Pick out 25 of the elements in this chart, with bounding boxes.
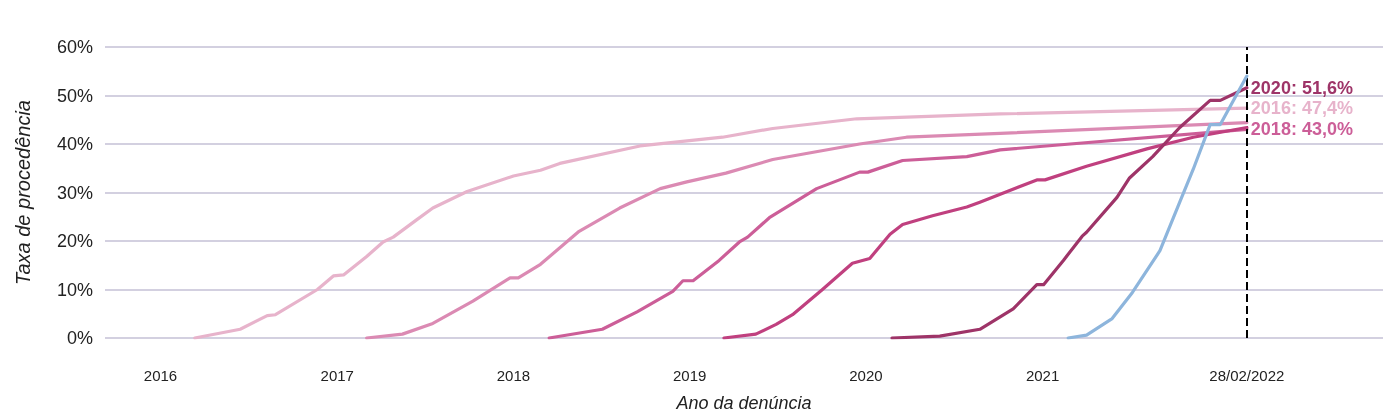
x-tick-label: 28/02/2022: [1209, 367, 1285, 384]
data-label: 2020: 51,6%: [1250, 77, 1353, 98]
x-axis-title: Ano da denúncia: [675, 393, 812, 413]
y-tick-label: 10%: [56, 279, 93, 300]
x-tick-label: 2021: [1025, 367, 1060, 384]
line-series: [365, 121, 1249, 340]
x-tick-label: 2020: [849, 367, 883, 384]
y-tick-label: 40%: [56, 134, 93, 154]
line-series: [722, 125, 1249, 340]
line-series: [193, 106, 1249, 340]
x-tick-label: 2019: [673, 367, 707, 384]
line-series: [1066, 74, 1249, 340]
line-series: [890, 86, 1249, 340]
y-tick-label: 50%: [56, 85, 93, 106]
x-tick-label: 2018: [496, 367, 531, 384]
y-tick-label: 30%: [56, 182, 93, 203]
data-label: 2016: 47,4%: [1250, 98, 1353, 119]
y-tick-label: 20%: [56, 231, 93, 251]
data-label: 2018: 43,0%: [1250, 119, 1353, 140]
y-axis-title: Taxa de procedência: [12, 100, 34, 285]
x-tick-label: 2016: [143, 367, 178, 384]
y-tick-label: 60%: [56, 37, 93, 57]
x-tick-label: 2017: [320, 367, 354, 384]
line-series: [547, 127, 1249, 340]
y-tick-label: 0%: [66, 328, 93, 348]
